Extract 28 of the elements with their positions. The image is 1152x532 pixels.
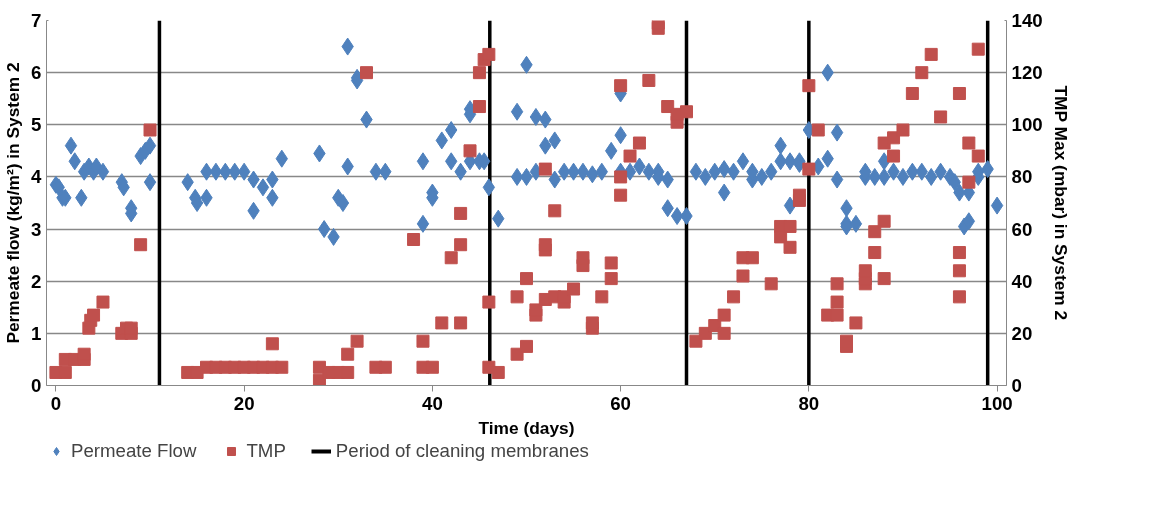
x-tick-label: 40 bbox=[422, 392, 443, 414]
y-tick-label: 0 bbox=[31, 375, 42, 396]
y2-tick-label: 0 bbox=[1011, 375, 1022, 396]
y2-tick-label: 140 bbox=[1011, 10, 1043, 31]
y-tick-label: 7 bbox=[31, 10, 42, 31]
legend-label: Period of cleaning membranes bbox=[335, 440, 589, 462]
y-tick-label: 1 bbox=[31, 322, 42, 344]
y2-tick-label: 80 bbox=[1011, 166, 1033, 188]
y2-tick-label: 40 bbox=[1011, 270, 1033, 292]
y2-tick-label: 100 bbox=[1011, 114, 1043, 136]
y-tick-label: 5 bbox=[31, 114, 42, 136]
x-tick-label: 80 bbox=[798, 392, 820, 414]
y2-tick-label: 60 bbox=[1011, 218, 1033, 240]
y2-tick-label: 120 bbox=[1011, 62, 1043, 84]
y-tick-label: 2 bbox=[31, 270, 42, 292]
x-tick-label: 0 bbox=[50, 392, 62, 414]
y2-axis-title: TMP Max (mbar) in System 2 bbox=[1050, 85, 1071, 321]
y-axis-title: Permeate flow (kg/m²) in System 2 bbox=[3, 62, 24, 344]
y-tick-label: 6 bbox=[31, 62, 42, 84]
legend-label: Permeate Flow bbox=[71, 440, 197, 462]
y-tick-label: 3 bbox=[31, 218, 42, 240]
y2-tick-label: 20 bbox=[1011, 322, 1033, 344]
x-axis-title: Time (days) bbox=[478, 417, 575, 438]
x-tick-label: 100 bbox=[981, 392, 1013, 414]
x-tick-label: 60 bbox=[610, 392, 632, 414]
x-tick-label: 20 bbox=[233, 392, 255, 414]
legend-label: TMP bbox=[246, 440, 286, 462]
y-tick-label: 4 bbox=[31, 166, 43, 188]
